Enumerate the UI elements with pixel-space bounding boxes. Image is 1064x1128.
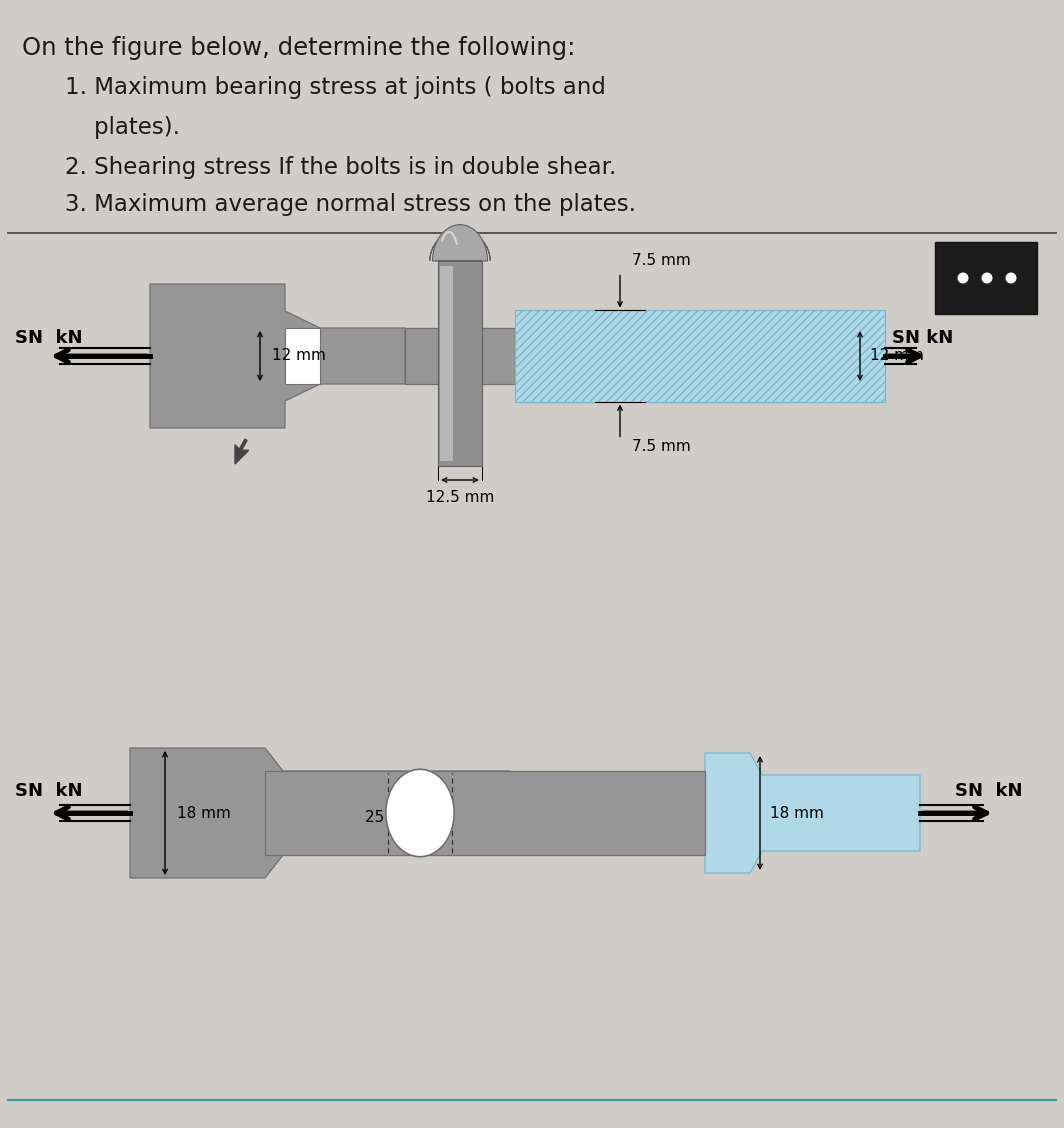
Wedge shape [430,231,491,261]
Text: 7.5 mm: 7.5 mm [632,254,691,268]
Circle shape [1005,273,1016,283]
Text: 18 mm: 18 mm [770,805,824,820]
Text: SN  kN: SN kN [15,329,83,347]
Bar [440,266,453,461]
Text: 25 mm: 25 mm [365,810,419,825]
Polygon shape [705,754,920,873]
Text: 7.5 mm: 7.5 mm [632,439,691,453]
Bar [405,328,515,384]
Bar [265,772,705,855]
Text: 1. Maximum bearing stress at joints ( bolts and: 1. Maximum bearing stress at joints ( bo… [65,76,605,99]
Text: 12 mm: 12 mm [272,349,326,363]
Polygon shape [432,224,487,261]
Text: 2. Shearing stress If the bolts is in double shear.: 2. Shearing stress If the bolts is in do… [65,156,616,179]
Polygon shape [285,328,320,384]
Circle shape [958,273,968,283]
Polygon shape [150,284,405,428]
Text: SN kN: SN kN [892,329,953,347]
Polygon shape [235,439,249,464]
Bar [438,261,482,466]
Text: 12 mm: 12 mm [870,349,924,363]
Bar [515,310,885,402]
Text: 3. Maximum average normal stress on the plates.: 3. Maximum average normal stress on the … [65,193,636,215]
Circle shape [981,273,993,283]
Text: 18 mm: 18 mm [177,805,231,820]
Text: SN  kN: SN kN [15,782,83,800]
Polygon shape [130,748,510,878]
Ellipse shape [386,769,454,856]
Bar [935,243,1037,314]
Text: 12.5 mm: 12.5 mm [426,490,494,505]
Text: plates).: plates). [65,116,180,139]
Text: SN  kN: SN kN [955,782,1023,800]
Text: On the figure below, determine the following:: On the figure below, determine the follo… [22,36,576,60]
